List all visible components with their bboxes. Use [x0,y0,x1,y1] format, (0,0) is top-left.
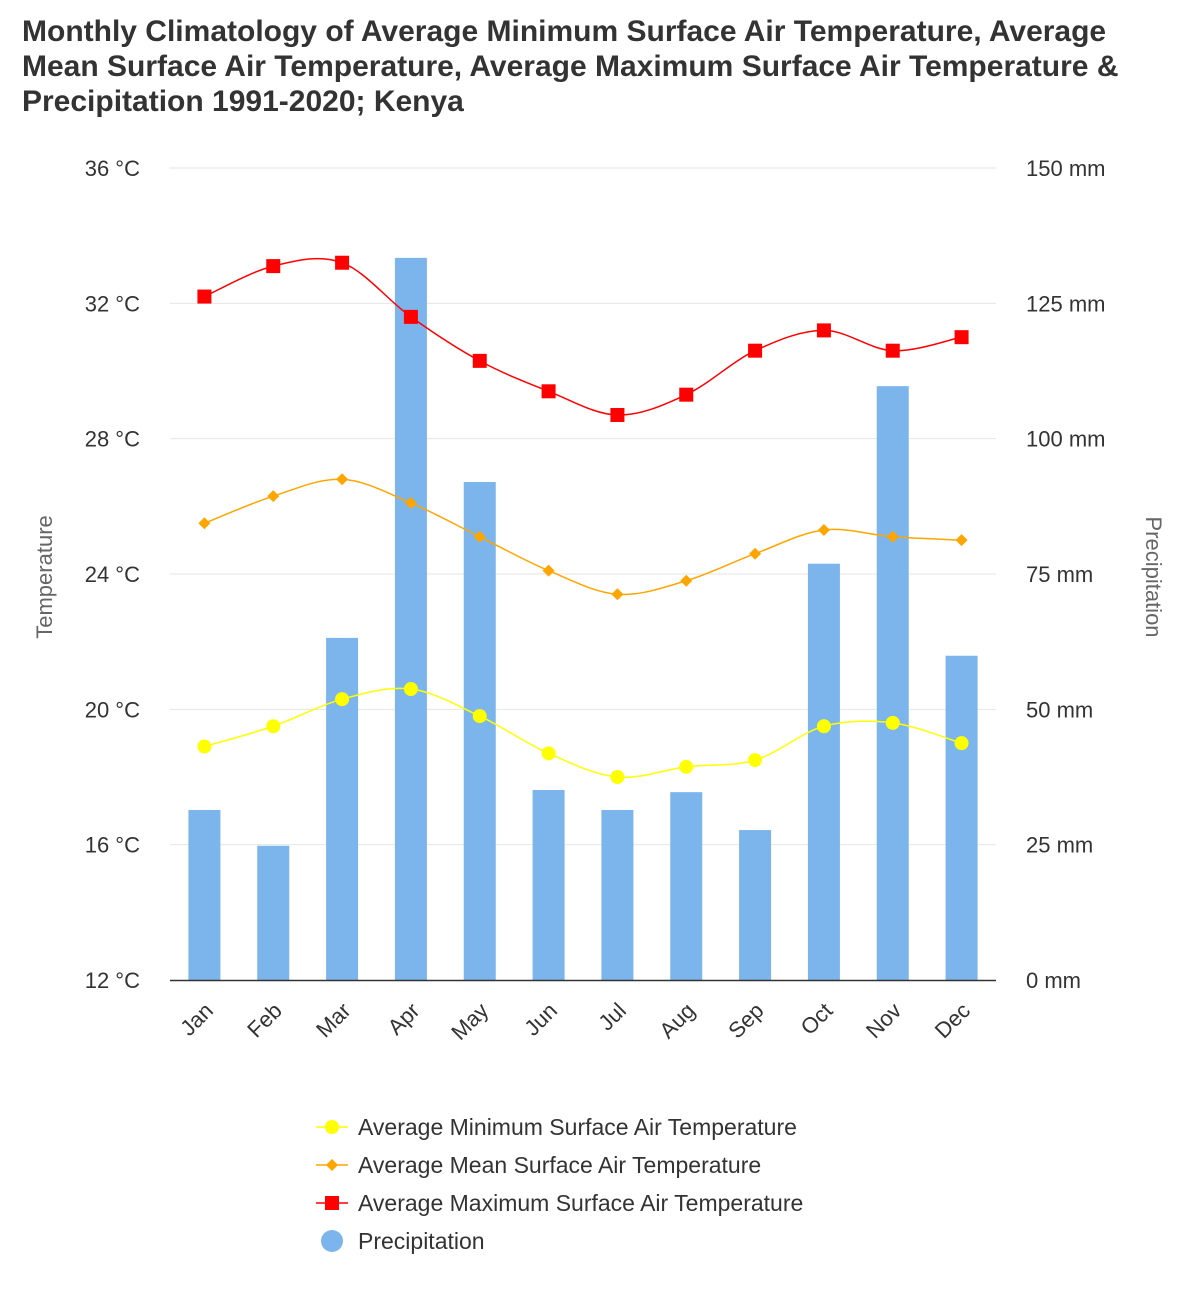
precipitation-bar [394,257,427,980]
data-point [541,746,556,761]
data-point [679,387,694,402]
precipitation-bar [876,386,909,980]
data-point [749,547,762,560]
y-left-tick-label: 28 °C [85,427,140,452]
data-point [336,473,349,486]
precipitation-bar [532,789,565,980]
data-point [266,719,281,734]
data-point [541,384,556,399]
y-right-tick-label: 0 mm [1026,968,1081,993]
precipitation-bar [670,792,703,980]
data-point [266,259,281,274]
data-point [404,496,417,509]
legend-label: Average Mean Surface Air Temperature [358,1152,761,1178]
y-left-tick-label: 20 °C [85,697,140,722]
data-point [886,530,899,543]
y-left-tick-label: 36 °C [85,156,140,181]
y-left-tick-label: 12 °C [85,968,140,993]
data-point [748,343,763,358]
x-tick-label: Jul [593,998,631,1036]
x-tick-label: Apr [383,998,425,1040]
data-point [885,715,900,730]
data-point [473,530,486,543]
data-point [542,564,555,577]
x-tick-label: Jun [519,998,562,1041]
data-point [472,353,487,368]
legend-symbol [325,1120,339,1134]
precipitation-bar [257,845,290,980]
data-point [197,289,212,304]
y-left-tick-label: 16 °C [85,833,140,858]
data-point [267,490,280,503]
legend-label: Average Maximum Surface Air Temperature [358,1190,803,1216]
legend-item[interactable]: Average Mean Surface Air Temperature [316,1152,761,1178]
x-tick-label: Oct [796,998,838,1040]
y-right-tick-label: 100 mm [1026,427,1105,452]
data-point [403,309,418,324]
series-line [204,687,962,779]
legend-label: Average Minimum Surface Air Temperature [358,1114,797,1140]
data-point [197,739,212,754]
data-point [610,407,625,422]
data-point [198,517,211,530]
y-right-tick-label: 75 mm [1026,562,1093,587]
data-point [955,534,968,547]
data-point [403,682,418,697]
y-right-axis-title: Precipitation [1141,516,1166,637]
x-tick-label: Mar [311,998,355,1042]
series-line [204,257,962,416]
legend-item[interactable]: Average Minimum Surface Air Temperature [316,1114,797,1140]
data-point [335,692,350,707]
precipitation-bar [463,481,496,980]
legend-item[interactable]: Average Maximum Surface Air Temperature [316,1190,803,1216]
precipitation-bar [326,637,359,980]
data-point [816,323,831,338]
y-left-axis-title: Temperature [32,515,57,639]
precipitation-bar [601,810,634,980]
data-point [335,255,350,270]
legend-label: Precipitation [358,1228,485,1254]
precipitation-bar [807,563,840,980]
data-point [885,343,900,358]
data-point [611,588,624,601]
x-tick-label: Jan [175,998,218,1041]
x-tick-label: Nov [861,998,906,1043]
data-point [472,709,487,724]
precipitation-bar [945,655,978,980]
data-point [679,759,694,774]
y-left-tick-label: 32 °C [85,291,140,316]
data-point [610,770,625,784]
data-point [748,753,763,768]
x-tick-label: Feb [242,998,286,1042]
y-left-tick-label: 24 °C [85,562,140,587]
x-tick-label: May [446,998,493,1045]
x-tick-label: Sep [723,998,768,1043]
legend-symbol [326,1159,338,1171]
x-tick-label: Dec [930,998,975,1043]
legend-item[interactable]: Precipitation [321,1228,485,1254]
data-point [680,574,693,587]
series-line [204,478,962,596]
precipitation-bar [188,810,221,980]
y-right-tick-label: 25 mm [1026,833,1093,858]
data-point [816,719,831,734]
y-right-tick-label: 125 mm [1026,291,1105,316]
y-right-tick-label: 50 mm [1026,697,1093,722]
data-point [954,330,969,345]
data-point [817,524,830,537]
chart-title: Monthly Climatology of Average Minimum S… [22,15,1119,118]
x-tick-label: Aug [654,998,699,1043]
legend-symbol [321,1230,343,1252]
legend-symbol [325,1196,339,1210]
precipitation-bar [739,830,772,980]
y-right-tick-label: 150 mm [1026,156,1105,181]
data-point [954,736,969,751]
